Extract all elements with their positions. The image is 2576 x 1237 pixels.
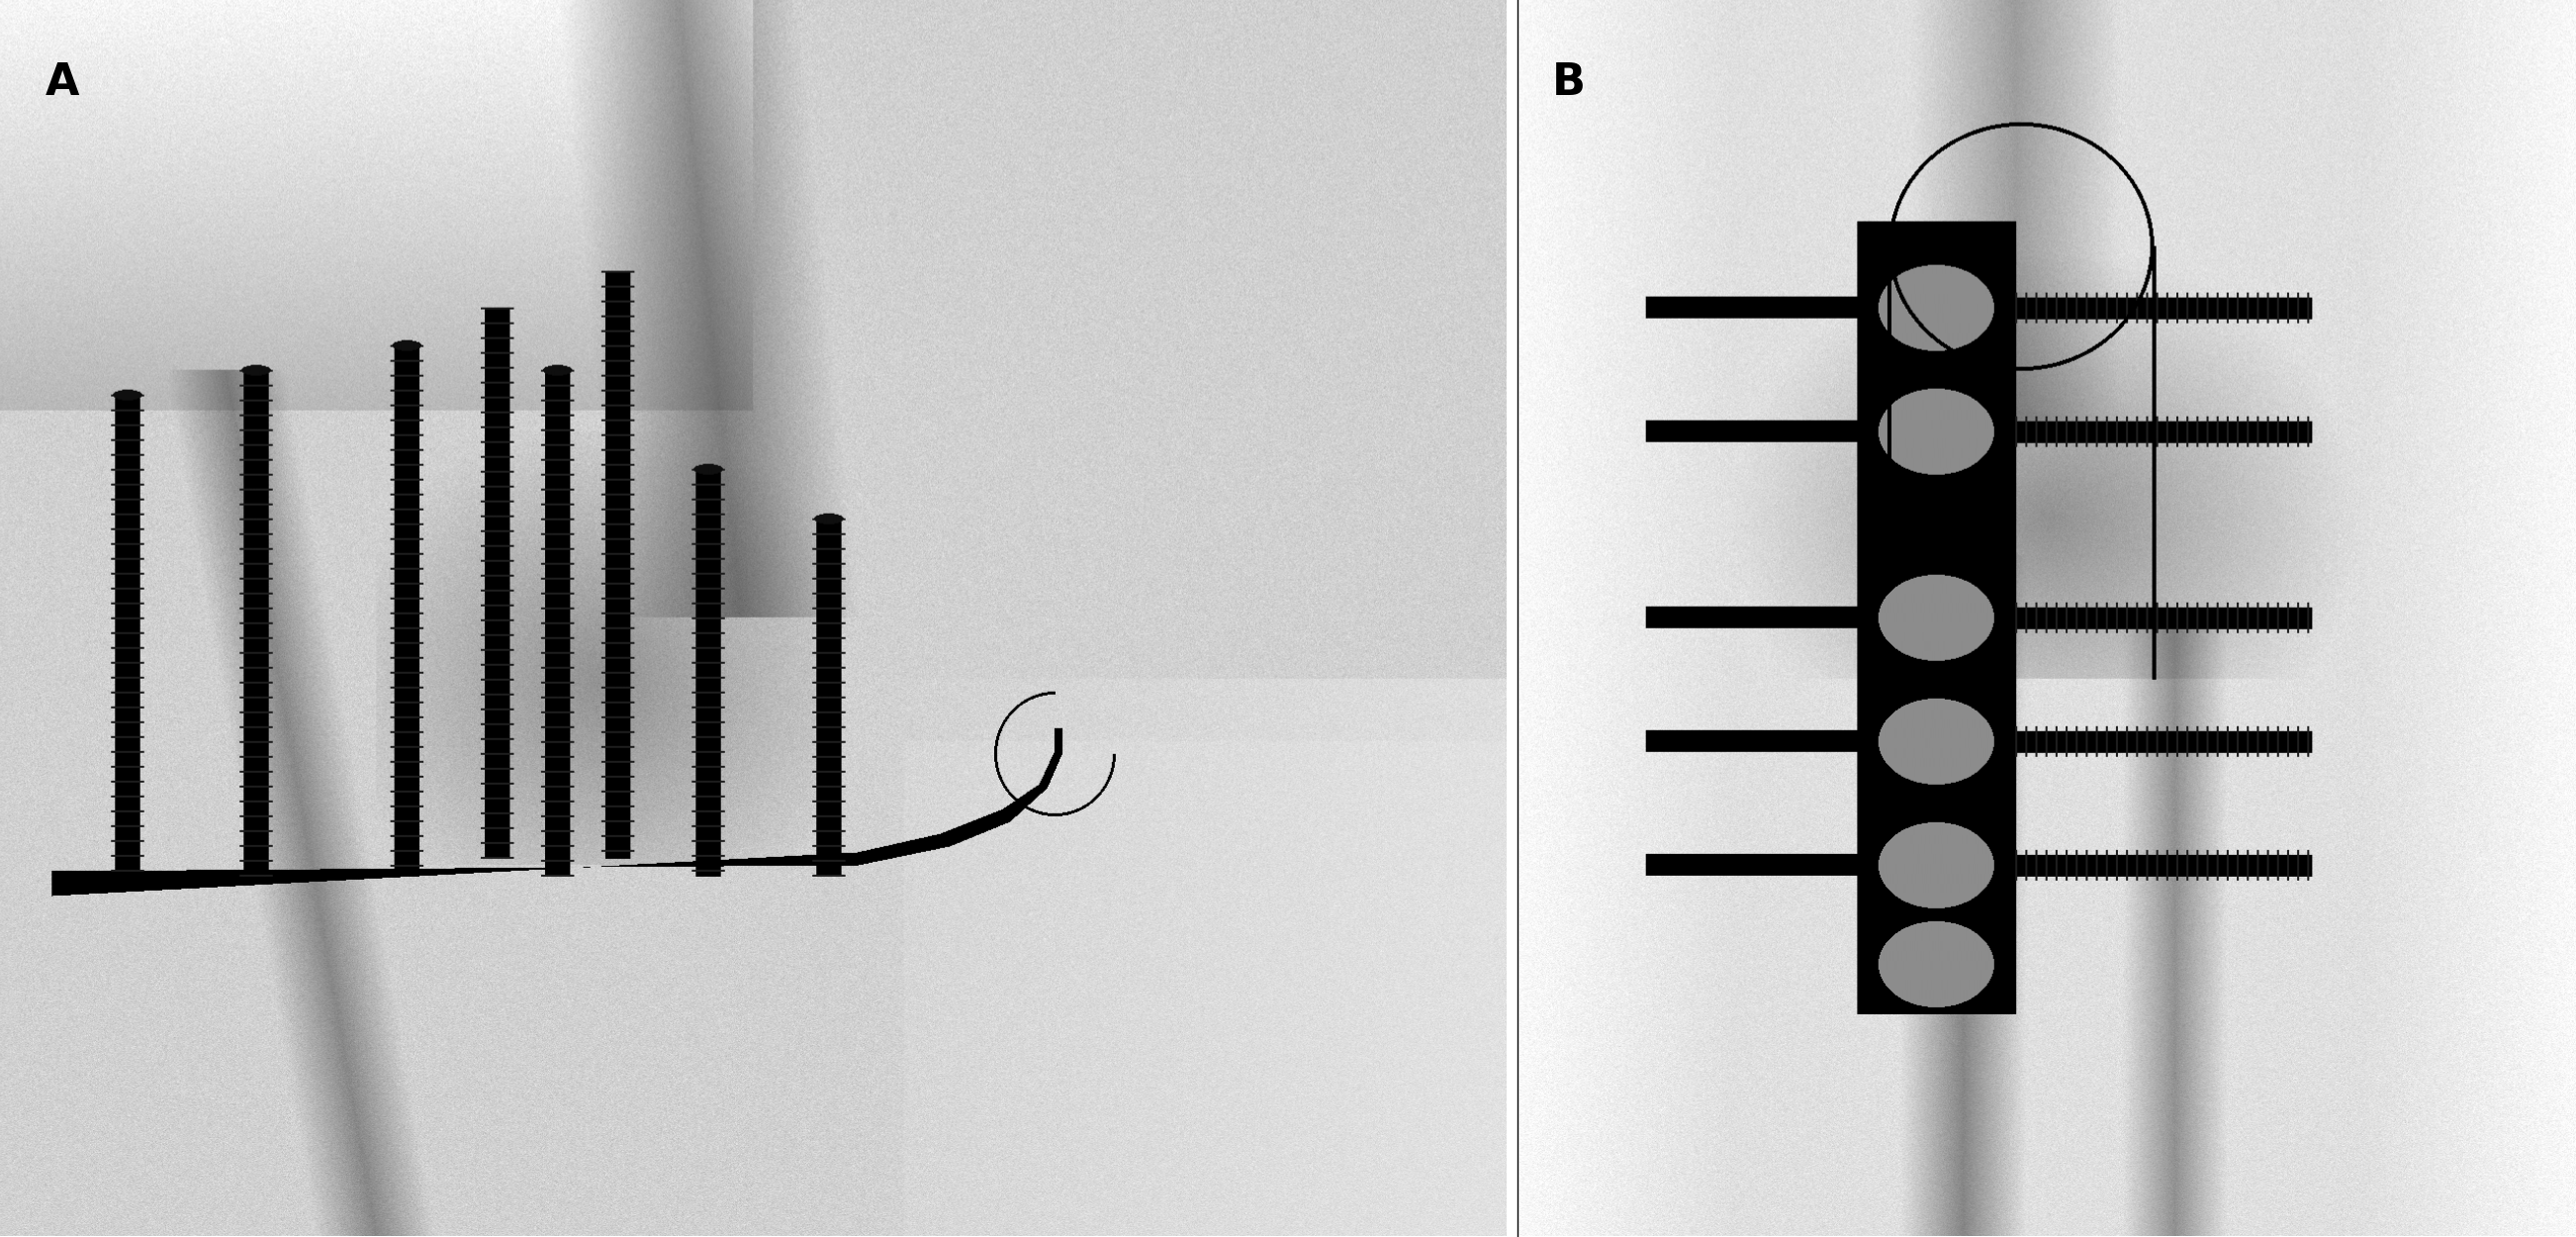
Text: A: A (46, 62, 80, 104)
Text: B: B (1551, 62, 1584, 104)
